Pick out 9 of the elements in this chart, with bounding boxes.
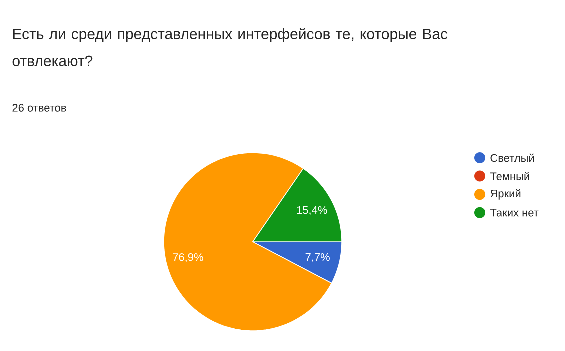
data-label: 15,4% [297, 206, 328, 216]
legend-label: Таких нет [490, 209, 539, 217]
data-label: 76,9% [173, 253, 204, 263]
data-label: 7,7% [306, 253, 330, 263]
text: 26 ответов [12, 104, 66, 112]
legend-label: Темный [490, 172, 530, 180]
chart-title: Есть ли среди представленных интерфейсов те, которые Вас отвлекают? [12, 28, 448, 66]
legend-label: Светлый [490, 154, 534, 162]
legend-label: Яркий [490, 189, 521, 200]
